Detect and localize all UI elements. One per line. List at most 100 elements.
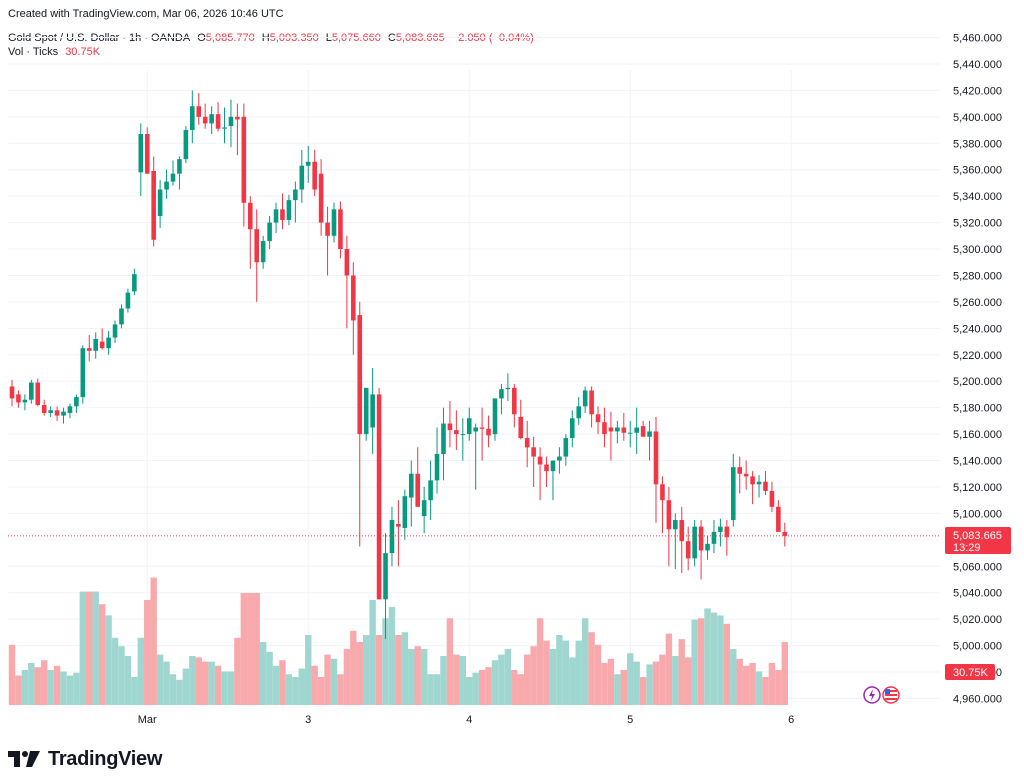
- volume-bar: [549, 649, 557, 705]
- volume-bar: [169, 674, 177, 705]
- volume-bar: [144, 600, 151, 705]
- volume-bar: [466, 677, 473, 705]
- candle-body: [170, 173, 176, 182]
- candle-body: [318, 173, 324, 223]
- volume-bar: [221, 671, 228, 705]
- candle-body: [29, 382, 34, 400]
- volume-bar: [305, 635, 312, 705]
- volume-bar: [620, 670, 627, 705]
- volume-badge-bg: [945, 664, 995, 680]
- candle-body: [247, 202, 253, 230]
- price-tick-label: 5,000.000: [953, 641, 1002, 653]
- volume-bar: [382, 618, 389, 705]
- volume-bar: [292, 677, 299, 705]
- candle-body: [260, 241, 266, 263]
- volume-legend[interactable]: Vol · Ticks 30.75K: [8, 46, 100, 58]
- volume-bar: [408, 649, 415, 705]
- volume-bar: [646, 664, 653, 705]
- volume-bar: [111, 637, 119, 705]
- candle-body: [132, 274, 137, 292]
- candle-body: [305, 161, 311, 166]
- candle-body: [730, 467, 736, 521]
- candle-body: [698, 526, 704, 551]
- volume-bar: [614, 674, 621, 705]
- volume-bar: [736, 658, 743, 705]
- candle-body: [370, 394, 375, 428]
- candle-body: [479, 427, 485, 429]
- candle-body: [357, 315, 363, 435]
- candle-body: [99, 341, 105, 349]
- volume-bar: [214, 665, 222, 705]
- candle-body: [505, 387, 511, 390]
- price-tick-label: 5,360.000: [953, 165, 1002, 177]
- candle-body: [338, 209, 343, 250]
- volume-bar: [298, 668, 305, 705]
- volume-bar: [259, 642, 267, 705]
- candle-body: [595, 414, 601, 423]
- price-tick-label: 5,300.000: [953, 244, 1002, 256]
- candle-body: [228, 116, 234, 127]
- price-tick-label: 5,020.000: [953, 614, 1002, 626]
- candle-body: [402, 496, 408, 528]
- volume-bar: [60, 671, 67, 705]
- volume-bar: [414, 646, 421, 705]
- symbol-legend[interactable]: Gold Spot / U.S. Dollar · 1h · OANDA O5,…: [8, 32, 534, 44]
- volume-bar: [543, 640, 550, 705]
- volume-bar: [227, 671, 235, 705]
- countdown-text: 13:29: [953, 542, 981, 554]
- candle-body: [724, 526, 730, 538]
- volume-badge-text: 30.75K: [953, 667, 989, 679]
- volume-bar: [478, 670, 486, 705]
- candle-body: [293, 189, 298, 201]
- volume-label[interactable]: Vol · Ticks: [8, 46, 59, 58]
- candle-body: [608, 427, 614, 432]
- time-tick-label: 4: [466, 714, 472, 726]
- volume-bar: [594, 644, 602, 705]
- tradingview-logo-icon: [8, 751, 40, 767]
- candle-body: [454, 430, 459, 435]
- volume-bar: [511, 670, 518, 705]
- candle-body: [22, 399, 28, 403]
- time-tick-label: 6: [788, 714, 794, 726]
- price-tick-label: 5,420.000: [953, 85, 1002, 97]
- price-tick-label: 5,380.000: [953, 138, 1002, 150]
- price-tick-label: 5,320.000: [953, 218, 1002, 230]
- tradingview-logo[interactable]: TradingView: [8, 744, 162, 774]
- price-axis[interactable]: 5,460.000 5,440.000 5,420.000 5,400.000 5,38…: [953, 33, 1002, 706]
- volume-bar: [247, 593, 254, 705]
- candle-body: [363, 387, 369, 435]
- volume-bar: [131, 677, 138, 705]
- candle-body: [254, 229, 260, 263]
- price-tick-label: 5,280.000: [953, 270, 1002, 282]
- volume-bar: [742, 665, 750, 705]
- candle-body: [466, 418, 472, 435]
- volume-bar: [659, 654, 666, 705]
- volume-bar: [311, 665, 318, 705]
- candle-body: [106, 337, 111, 349]
- volume-bar: [652, 661, 660, 705]
- volume-bar: [704, 608, 711, 705]
- volume-bar: [730, 649, 737, 705]
- candle-body: [486, 428, 491, 436]
- volume-bar: [28, 663, 35, 705]
- candle-body: [222, 127, 227, 129]
- candle-body: [447, 423, 453, 431]
- volume-bar: [324, 654, 331, 705]
- lightning-icon[interactable]: [863, 686, 881, 704]
- candle-body: [196, 106, 202, 117]
- us-flag-icon[interactable]: [882, 686, 900, 704]
- candle-body: [589, 390, 594, 415]
- time-tick-label: Mar: [138, 714, 157, 726]
- candle-body: [621, 427, 627, 433]
- volume-bar: [34, 667, 41, 705]
- price-tick-label: 5,260.000: [953, 297, 1002, 309]
- volume-bar: [562, 640, 570, 705]
- volume-bar: [524, 654, 531, 705]
- volume-bar: [762, 677, 769, 705]
- candle-body: [215, 114, 221, 129]
- candle-body: [460, 434, 466, 436]
- price-tick-label: 4,960.000: [953, 694, 1002, 706]
- candle-body: [138, 134, 144, 173]
- time-axis[interactable]: Mar 3 4 5 6: [138, 714, 795, 726]
